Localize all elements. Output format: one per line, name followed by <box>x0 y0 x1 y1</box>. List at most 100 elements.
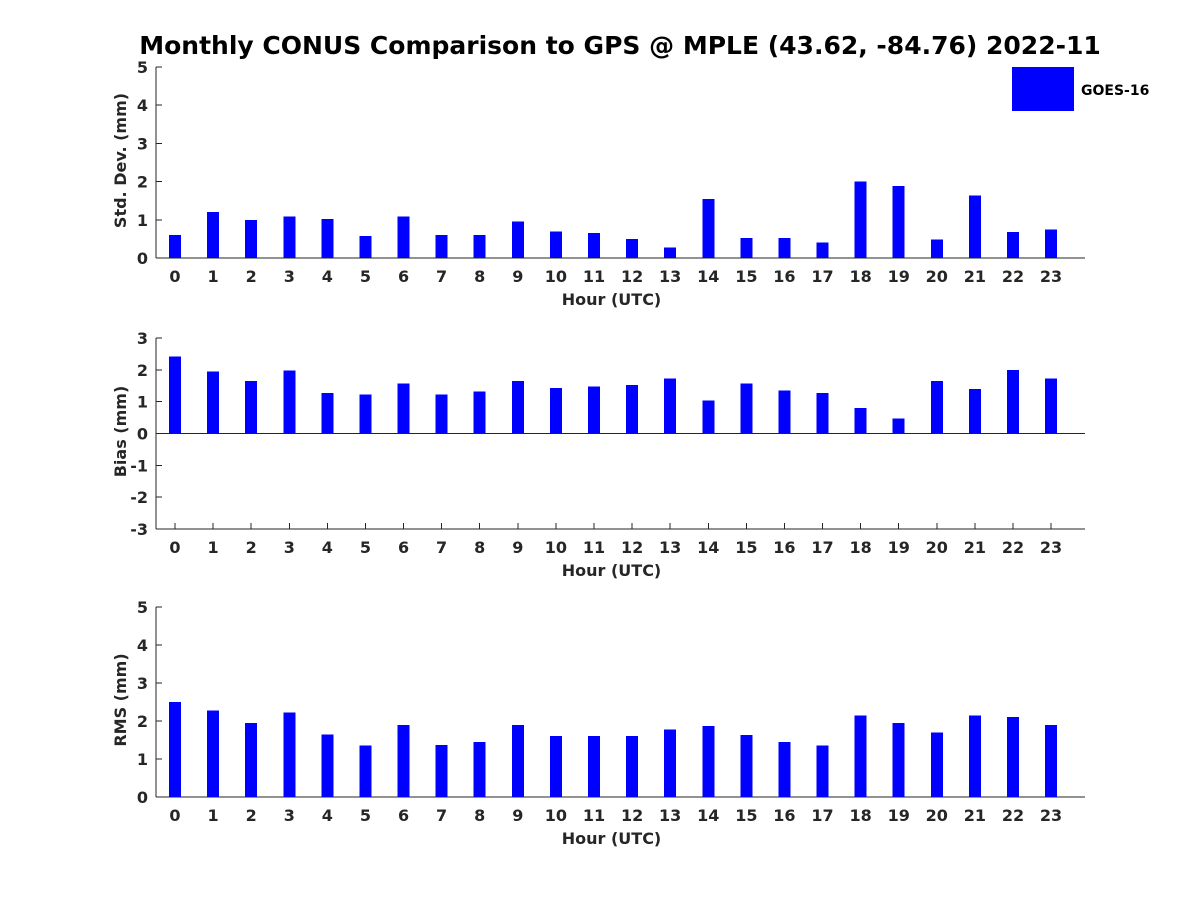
bar <box>664 729 677 797</box>
y-tick-label: 2 <box>137 173 148 192</box>
bar <box>207 371 220 434</box>
x-tick-label: 14 <box>697 538 719 557</box>
x-tick-label: 11 <box>583 538 605 557</box>
bar <box>587 233 600 258</box>
bar <box>702 198 715 258</box>
x-tick-label: 22 <box>1002 538 1024 557</box>
x-tick-label: 8 <box>474 267 485 286</box>
y-axis-label: Std. Dev. (mm) <box>111 93 130 228</box>
bar <box>1006 717 1019 797</box>
bar <box>283 216 296 258</box>
x-tick-label: 1 <box>208 538 219 557</box>
x-tick-label: 17 <box>811 806 833 825</box>
x-tick-label: 3 <box>284 267 295 286</box>
x-axis-label: Hour (UTC) <box>562 561 662 580</box>
bar <box>930 732 943 797</box>
x-tick-label: 23 <box>1040 267 1062 286</box>
bar <box>169 702 181 797</box>
bar <box>740 383 753 434</box>
bar <box>1045 724 1058 797</box>
bar <box>1045 378 1058 434</box>
bar <box>892 418 905 434</box>
x-tick-label: 21 <box>964 806 986 825</box>
x-tick-label: 5 <box>360 538 371 557</box>
x-tick-label: 17 <box>811 538 833 557</box>
bar <box>664 378 677 434</box>
x-tick-label: 5 <box>360 806 371 825</box>
bar <box>740 735 753 797</box>
x-tick-label: 14 <box>697 267 719 286</box>
x-tick-label: 10 <box>545 538 567 557</box>
legend-swatch-goes-16 <box>1012 67 1074 111</box>
y-tick-label: 1 <box>137 750 148 769</box>
x-tick-label: 5 <box>360 267 371 286</box>
x-tick-label: 1 <box>208 267 219 286</box>
x-tick-label: 15 <box>735 267 757 286</box>
x-tick-label: 7 <box>436 267 447 286</box>
x-tick-label: 22 <box>1002 267 1024 286</box>
bar <box>816 392 829 434</box>
y-tick-label: 2 <box>137 712 148 731</box>
bar <box>321 392 334 434</box>
x-tick-label: 18 <box>849 538 871 557</box>
bar <box>511 380 524 434</box>
x-tick-label: 2 <box>246 806 257 825</box>
x-tick-label: 12 <box>621 806 643 825</box>
bar <box>359 745 372 797</box>
x-tick-label: 4 <box>322 538 333 557</box>
x-tick-label: 17 <box>811 267 833 286</box>
x-tick-label: 15 <box>735 538 757 557</box>
x-tick-label: 18 <box>849 806 871 825</box>
bar <box>435 744 448 797</box>
x-tick-label: 7 <box>436 538 447 557</box>
bar <box>892 186 905 258</box>
bar <box>1006 369 1019 434</box>
x-tick-label: 8 <box>474 806 485 825</box>
bar <box>549 736 562 797</box>
bar <box>778 390 791 434</box>
x-tick-label: 21 <box>964 538 986 557</box>
legend-label: GOES-16 <box>1081 83 1149 99</box>
x-tick-label: 3 <box>284 538 295 557</box>
bar <box>549 387 562 434</box>
x-tick-label: 9 <box>512 806 523 825</box>
x-tick-label: 6 <box>398 538 409 557</box>
x-tick-label: 7 <box>436 806 447 825</box>
x-tick-label: 15 <box>735 806 757 825</box>
x-tick-label: 6 <box>398 267 409 286</box>
x-tick-label: 9 <box>512 538 523 557</box>
bar <box>930 380 943 434</box>
x-tick-label: 16 <box>773 267 795 286</box>
x-tick-label: 19 <box>888 538 910 557</box>
bar <box>892 722 905 797</box>
x-axis-label: Hour (UTC) <box>562 290 662 309</box>
bar <box>740 238 753 258</box>
x-tick-label: 2 <box>246 538 257 557</box>
bar <box>854 181 867 258</box>
bar <box>473 391 486 434</box>
x-tick-label: 13 <box>659 806 681 825</box>
x-tick-label: 4 <box>322 806 333 825</box>
bar <box>283 370 296 434</box>
y-tick-label: -3 <box>130 520 148 539</box>
y-tick-label: 3 <box>137 329 148 348</box>
y-tick-label: 3 <box>137 134 148 153</box>
bar <box>626 238 639 258</box>
bar <box>587 386 600 434</box>
x-tick-label: 20 <box>926 806 948 825</box>
x-tick-label: 23 <box>1040 806 1062 825</box>
x-tick-label: 19 <box>888 267 910 286</box>
bar <box>626 384 639 434</box>
bar <box>854 408 867 434</box>
x-tick-label: 0 <box>169 806 180 825</box>
y-tick-label: -2 <box>130 488 148 507</box>
bar <box>626 736 639 797</box>
bar <box>397 383 410 434</box>
y-tick-label: -1 <box>130 456 148 475</box>
x-tick-label: 2 <box>246 267 257 286</box>
bar <box>816 745 829 797</box>
